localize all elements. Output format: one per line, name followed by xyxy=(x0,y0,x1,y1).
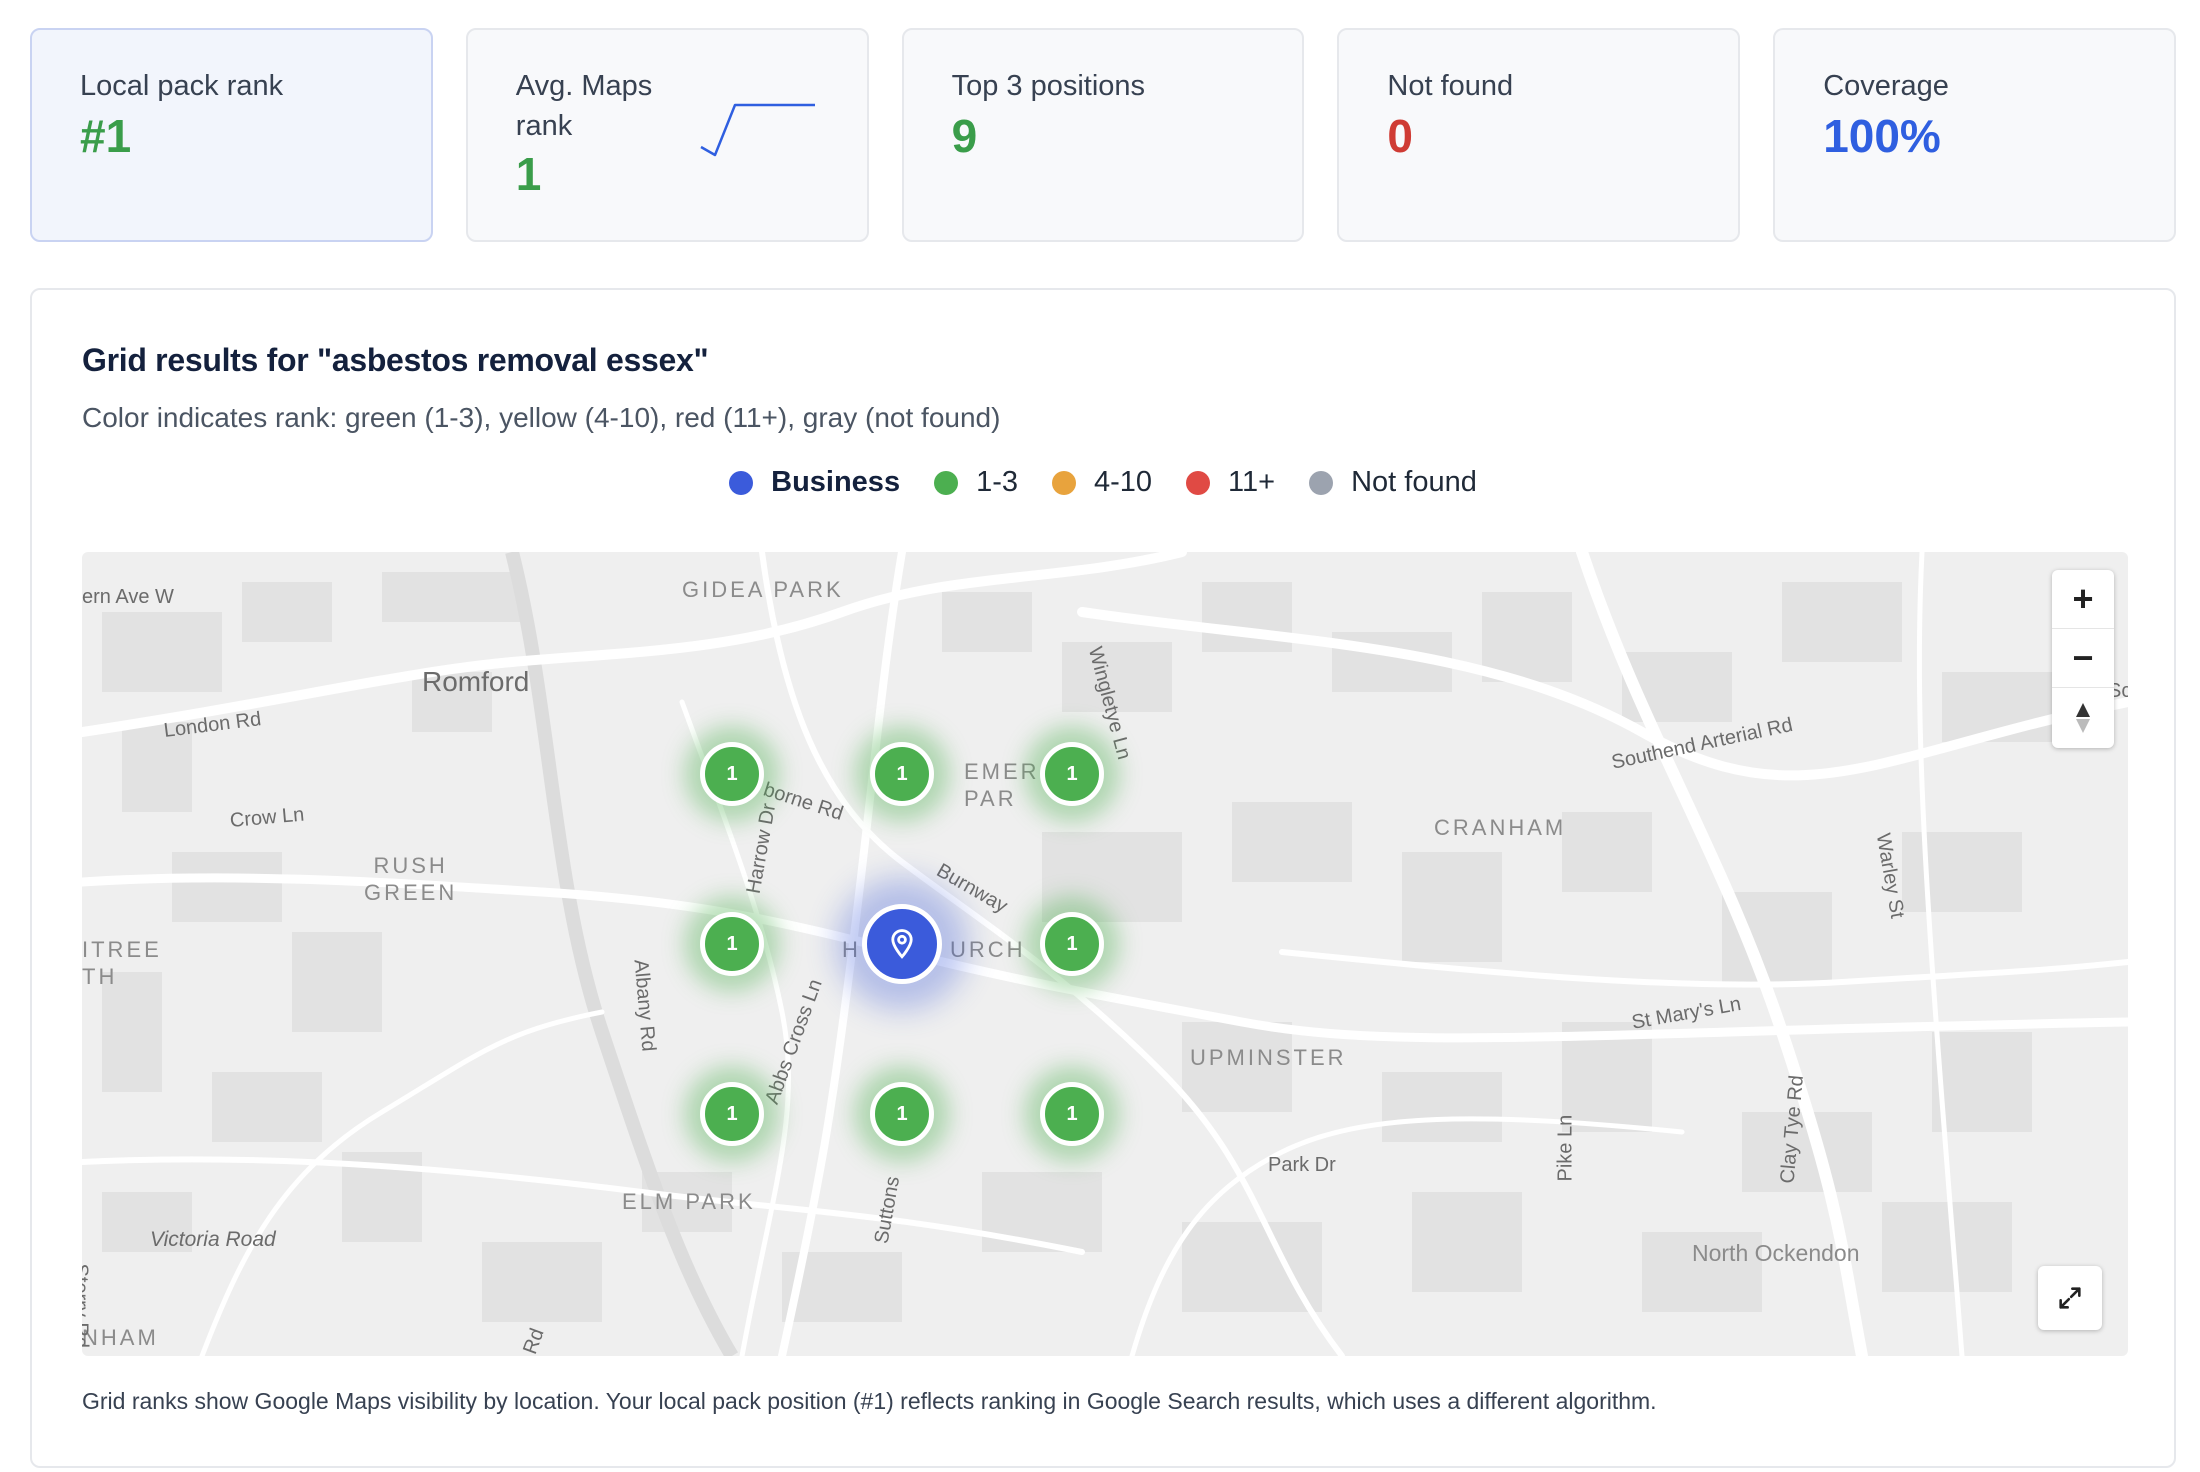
map-label-upminster: UPMINSTER xyxy=(1190,1045,1347,1070)
grid-results-panel: Grid results for "asbestos removal essex… xyxy=(30,288,2176,1468)
stat-card-local-pack-rank[interactable]: Local pack rank #1 xyxy=(30,28,433,242)
legend-dot xyxy=(1052,470,1076,495)
stat-label: Avg. Maps rank xyxy=(515,70,653,142)
road-label: ern Ave W xyxy=(82,586,174,608)
location-pin-icon xyxy=(891,929,913,959)
stat-value: 100% xyxy=(1823,110,1941,162)
legend-item-business: Business xyxy=(729,466,900,499)
stat-value: 1 xyxy=(515,148,542,200)
sparkline-chart xyxy=(700,103,815,157)
legend-label: 11+ xyxy=(1228,466,1276,498)
map-label-north-ockendon: North Ockendon xyxy=(1692,1240,1860,1266)
legend-dot xyxy=(934,470,959,495)
map-label-emerson-park: EMER PAR xyxy=(964,759,1040,811)
stat-card-coverage[interactable]: Coverage 100% xyxy=(1773,28,2176,242)
map-view[interactable]: GIDEA PARK Romford RUSH GREEN EMER PAR H… xyxy=(82,552,2128,1356)
map-label-itree: ITREE TH xyxy=(82,937,162,989)
grid-point-rank[interactable]: 1 xyxy=(1040,742,1104,806)
stat-card-avg-maps-rank[interactable]: Avg. Maps rank 1 xyxy=(465,28,869,242)
legend-item-4-10: 4-10 xyxy=(1052,466,1152,499)
grid-point-rank[interactable]: 1 xyxy=(700,742,764,806)
fullscreen-button[interactable] xyxy=(2038,1266,2102,1330)
map-label-rush-green: RUSH GREEN xyxy=(364,853,458,905)
map-legend: Business 1-3 4-10 11+ Not found xyxy=(32,466,2174,499)
legend-label: 1-3 xyxy=(976,466,1018,498)
stat-value: #1 xyxy=(80,110,132,162)
expand-icon xyxy=(2059,1287,2081,1309)
compass-button[interactable] xyxy=(2052,688,2114,747)
grid-point-rank[interactable]: 1 xyxy=(1040,912,1104,976)
legend-item-1-3: 1-3 xyxy=(934,466,1018,499)
map-label-romford: Romford xyxy=(422,666,530,697)
road-label: Sterry Rd xyxy=(82,1263,92,1348)
stat-label: Not found xyxy=(1387,70,1514,102)
grid-point-rank[interactable]: 1 xyxy=(870,742,934,806)
stats-row: Local pack rank #1 Avg. Maps rank 1 Top … xyxy=(30,28,2176,242)
legend-dot xyxy=(729,470,754,495)
stat-label: Local pack rank xyxy=(80,70,284,102)
road-label: Park Dr xyxy=(1268,1154,1336,1176)
stat-value: 0 xyxy=(1387,110,1413,162)
panel-title: Grid results for "asbestos removal essex… xyxy=(82,342,709,378)
grid-point-rank[interactable]: 1 xyxy=(870,1082,934,1146)
stat-label: Coverage xyxy=(1823,70,1949,102)
stat-value: 9 xyxy=(951,110,978,162)
legend-item-11-plus: 11+ xyxy=(1186,466,1275,499)
road-label: Pike Ln xyxy=(1554,1114,1577,1182)
compass-icon xyxy=(2076,702,2090,733)
stat-label: Top 3 positions xyxy=(951,70,1146,102)
map-label-hornchurch-right: URCH xyxy=(950,937,1026,962)
legend-item-not-found: Not found xyxy=(1309,466,1477,499)
grid-point-rank[interactable]: 1 xyxy=(1040,1082,1104,1146)
grid-footnote: Grid ranks show Google Maps visibility b… xyxy=(82,1388,1657,1414)
zoom-in-button[interactable]: + xyxy=(2052,570,2114,629)
map-label-nham: NHAM xyxy=(82,1325,159,1350)
business-marker[interactable] xyxy=(862,904,942,984)
legend-label: 4-10 xyxy=(1094,466,1153,498)
grid-point-rank[interactable]: 1 xyxy=(700,1082,764,1146)
map-label-elm-park: ELM PARK xyxy=(622,1189,756,1214)
stat-card-top-3-positions[interactable]: Top 3 positions 9 xyxy=(901,28,1305,242)
map-label-hornchurch-left: H xyxy=(842,937,861,962)
zoom-controls: + − xyxy=(2052,570,2114,748)
legend-dot xyxy=(1186,470,1211,495)
road-label: Victoria Road xyxy=(150,1228,276,1251)
map-label-gidea-park: GIDEA PARK xyxy=(682,577,844,602)
legend-label: Not found xyxy=(1351,466,1477,498)
grid-point-rank[interactable]: 1 xyxy=(700,912,764,976)
zoom-out-button[interactable]: − xyxy=(2052,629,2114,688)
legend-dot xyxy=(1309,470,1334,495)
stat-card-not-found[interactable]: Not found 0 xyxy=(1337,28,1741,242)
map-label-cranham: CRANHAM xyxy=(1434,815,1567,840)
panel-subtitle: Color indicates rank: green (1-3), yello… xyxy=(82,402,1001,433)
legend-label: Business xyxy=(771,466,901,498)
